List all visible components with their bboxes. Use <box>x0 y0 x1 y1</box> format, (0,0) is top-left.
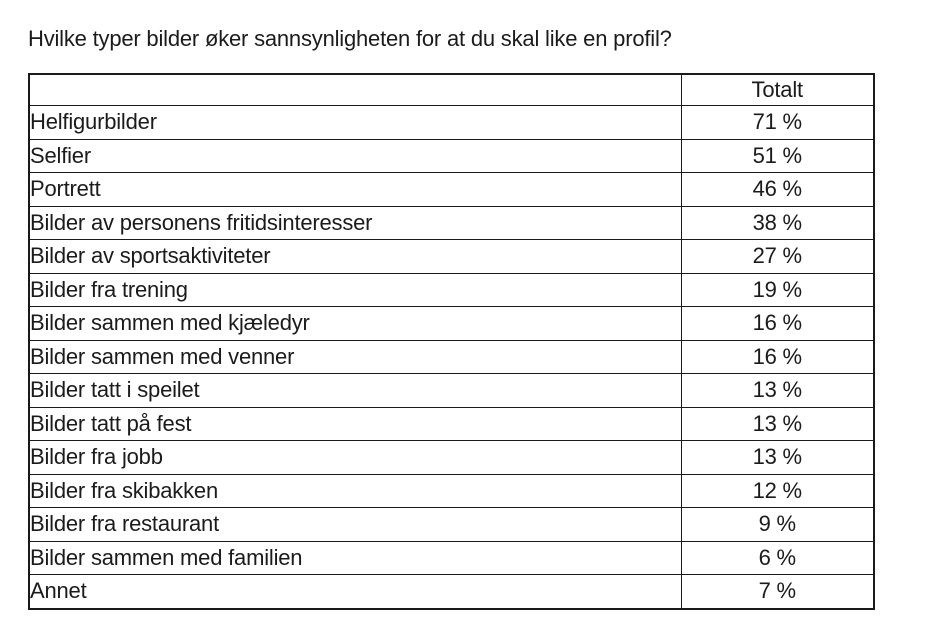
table-row: Helfigurbilder 71 % <box>28 105 875 140</box>
row-label: Helfigurbilder <box>28 105 682 140</box>
row-label: Bilder fra skibakken <box>28 473 682 508</box>
row-label: Bilder sammen med venner <box>28 339 682 374</box>
row-value: 16 % <box>680 306 875 341</box>
table-row: Bilder tatt på fest 13 % <box>28 406 875 441</box>
table-row: Bilder fra trening 19 % <box>28 272 875 307</box>
table-row: Selfier 51 % <box>28 138 875 173</box>
row-label: Bilder tatt i speilet <box>28 373 682 408</box>
row-value: 6 % <box>680 540 875 575</box>
row-label: Bilder fra restaurant <box>28 507 682 542</box>
row-value: 9 % <box>680 507 875 542</box>
row-value: 13 % <box>680 406 875 441</box>
table-row: Bilder fra jobb 13 % <box>28 440 875 475</box>
page-title: Hvilke typer bilder øker sannsynligheten… <box>28 26 672 51</box>
row-value: 12 % <box>680 473 875 508</box>
table-row: Bilder av personens fritidsinteresser 38 … <box>28 205 875 240</box>
row-value: 38 % <box>680 205 875 240</box>
row-label: Bilder av sportsaktiviteter <box>28 239 682 274</box>
table-row: Bilder av sportsaktiviteter 27 % <box>28 239 875 274</box>
row-value: 19 % <box>680 272 875 307</box>
header-totalt: Totalt <box>680 73 875 106</box>
table-body: Helfigurbilder 71 % Selfier 51 % Portrett 46 … <box>28 105 875 609</box>
row-label: Selfier <box>28 138 682 173</box>
table-row: Portrett 46 % <box>28 172 875 207</box>
header-empty-cell <box>28 73 682 106</box>
row-label: Annet <box>28 574 682 609</box>
header-row: Totalt <box>28 73 875 106</box>
table-row: Annet 7 % <box>28 574 875 609</box>
table-row: Bilder tatt i speilet 13 % <box>28 373 875 408</box>
row-label: Bilder sammen med familien <box>28 540 682 575</box>
row-value: 13 % <box>680 373 875 408</box>
row-value: 16 % <box>680 339 875 374</box>
row-value: 27 % <box>680 239 875 274</box>
table-row: Bilder fra skibakken 12 % <box>28 473 875 508</box>
table-row: Bilder fra restaurant 9 % <box>28 507 875 542</box>
row-value: 13 % <box>680 440 875 475</box>
row-value: 51 % <box>680 138 875 173</box>
row-label: Bilder tatt på fest <box>28 406 682 441</box>
row-label: Bilder fra trening <box>28 272 682 307</box>
row-label: Bilder sammen med kjæledyr <box>28 306 682 341</box>
table-row: Bilder sammen med kjæledyr 16 % <box>28 306 875 341</box>
results-table: Totalt Helfigurbilder 71 % Selfier 51 % Port… <box>28 73 875 610</box>
row-label: Bilder av personens fritidsinteresser <box>28 205 682 240</box>
row-label: Portrett <box>28 172 682 207</box>
row-value: 71 % <box>680 105 875 140</box>
row-label: Bilder fra jobb <box>28 440 682 475</box>
table-row: Bilder sammen med venner 16 % <box>28 339 875 374</box>
row-value: 46 % <box>680 172 875 207</box>
table-row: Bilder sammen med familien 6 % <box>28 540 875 575</box>
row-value: 7 % <box>680 574 875 609</box>
